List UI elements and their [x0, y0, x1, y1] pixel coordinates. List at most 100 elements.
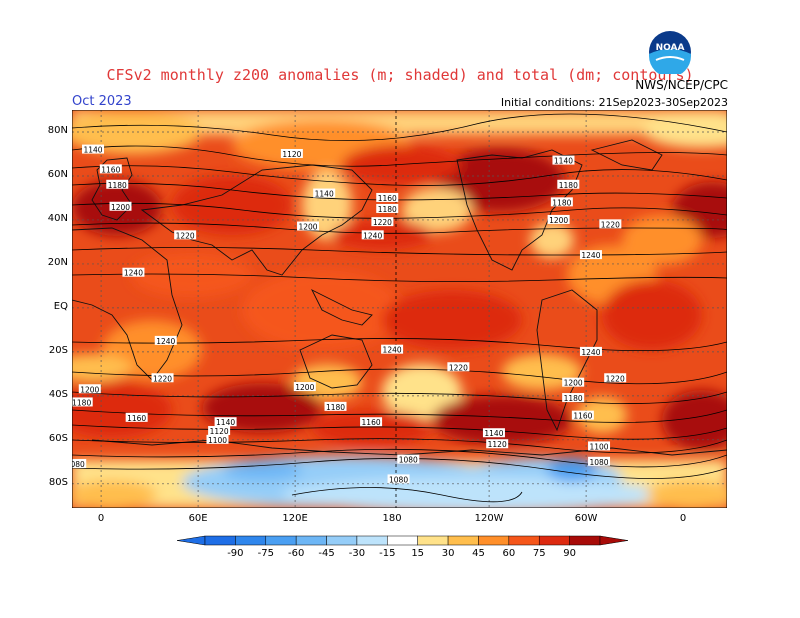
contour-label: 1100 — [588, 441, 611, 451]
contour-label: 1200 — [547, 214, 570, 225]
contour-label: 1200 — [562, 377, 585, 388]
colorbar-swatch — [356, 535, 388, 546]
contour-label: 1120 — [208, 426, 231, 436]
contour-label: 1240 — [579, 250, 602, 260]
contour-label-text: 1220 — [449, 363, 468, 372]
colorbar-swatch — [295, 535, 327, 546]
contour-label-text: 1120 — [488, 440, 507, 449]
contour-label-text: 1220 — [601, 220, 620, 229]
contour-label-text: 1140 — [216, 418, 235, 427]
contour-label: 1180 — [550, 197, 573, 207]
contour-label: 1220 — [604, 373, 627, 383]
contour-label-text: 1140 — [83, 146, 102, 155]
contour-label-text: 1140 — [554, 157, 573, 166]
colorbar-tick-label: 45 — [472, 548, 485, 559]
contour-label: 1120 — [486, 439, 509, 449]
contour-label: 1240 — [579, 346, 602, 357]
noaa-logo: NOAA — [649, 31, 691, 74]
latitude-tick-label: 60N — [47, 168, 68, 180]
contour-label-text: 1160 — [101, 165, 120, 174]
latitude-tick-label: 20N — [47, 256, 68, 268]
colorbar-tick-label: -75 — [258, 548, 274, 559]
contour-label: 1180 — [324, 401, 347, 412]
contour-label-text: 1180 — [72, 398, 91, 407]
contour-label-text: 1240 — [581, 348, 600, 357]
contour-label: 1220 — [151, 373, 174, 383]
contour-label: 1220 — [447, 362, 470, 372]
contour-label: 1080 — [397, 454, 420, 465]
colorbar-tick-label: -90 — [227, 548, 243, 559]
colorbar-swatch — [478, 535, 510, 546]
longitude-tick-label: 0 — [679, 513, 687, 524]
latitude-tick-label: 40S — [48, 388, 68, 400]
colorbar-tick-label: -45 — [318, 548, 334, 559]
colorbar-swatch — [387, 535, 418, 546]
contour-label-text: 1140 — [315, 190, 334, 199]
colorbar-low-arrow — [176, 535, 206, 546]
contour-label-text: 1080 — [389, 475, 408, 484]
colorbar-tick-label: -60 — [288, 548, 304, 559]
contour-label: 1140 — [82, 144, 105, 155]
contour-label-text: 1240 — [383, 346, 402, 355]
colorbar-swatch — [265, 535, 297, 546]
longitude-tick-label: 0 — [97, 513, 105, 524]
longitude-tick-label: 120W — [474, 513, 504, 524]
contour-label: 1180 — [376, 203, 399, 214]
agency-label: NWS/NCEP/CPC — [635, 78, 728, 92]
contour-label-text: 1240 — [156, 337, 175, 346]
contour-label: 1180 — [557, 179, 580, 190]
contour-label-text: 1160 — [378, 194, 397, 203]
contour-label-text: 1180 — [108, 181, 127, 190]
contour-label: 1080 — [588, 456, 611, 467]
contour-label-text: 1080 — [399, 456, 418, 465]
contour-label-text: 1180 — [378, 205, 397, 214]
contour-label: 1080 — [72, 459, 87, 469]
longitude-tick-label: 120E — [282, 513, 308, 524]
contour-label: 1080 — [387, 474, 410, 484]
contour-label: 1200 — [109, 201, 132, 212]
contour-label: 1180 — [106, 179, 129, 190]
contour-label: 1240 — [381, 344, 404, 355]
contour-label: 1160 — [376, 192, 399, 203]
initial-conditions: Initial conditions: 21Sep2023-30Sep2023 — [500, 96, 728, 109]
colorbar-swatch — [417, 535, 449, 546]
contour-label-text: 1100 — [208, 436, 227, 445]
latitude-tick-label: 80N — [47, 124, 68, 136]
colorbar-swatch — [538, 535, 570, 546]
contour-label-text: 1240 — [363, 231, 382, 240]
colorbar-tick-label: 75 — [533, 548, 546, 559]
contour-label: 1240 — [122, 267, 145, 278]
latitude-tick-label: 40N — [47, 212, 68, 224]
contour-label: 1240 — [154, 335, 177, 346]
contour-label: 1100 — [206, 434, 229, 445]
contour-label: 1140 — [552, 155, 575, 166]
colorbar-swatch — [204, 535, 236, 546]
colorbar-high-arrow — [599, 535, 629, 546]
latitude-tick-label: 20S — [48, 344, 68, 356]
contour-label: 1120 — [280, 148, 303, 159]
contour-label: 1200 — [78, 384, 101, 394]
contour-label-text: 1180 — [552, 198, 571, 207]
colorbar-tick-label: -30 — [349, 548, 365, 559]
contour-label-text: 1240 — [124, 269, 143, 278]
colorbar-tick-label: 90 — [563, 548, 576, 559]
colorbar-swatch — [235, 535, 267, 546]
contour-label-text: 1160 — [362, 418, 381, 427]
contour-label: 1160 — [360, 417, 383, 427]
contour-label: 1220 — [599, 219, 622, 229]
contour-label-text: 1180 — [559, 181, 578, 190]
contour-label-text: 1180 — [326, 403, 345, 412]
contour-label-text: 1200 — [549, 216, 568, 225]
contour-label-text: 1160 — [127, 414, 146, 423]
contour-label-text: 1080 — [589, 458, 608, 467]
latitude-tick-label: 60S — [48, 432, 68, 444]
contour-label: 1220 — [371, 217, 394, 227]
contour-label: 1180 — [562, 393, 585, 403]
contour-label-text: 1080 — [72, 460, 85, 469]
colorbar-swatch — [569, 535, 601, 546]
contour-label: 1180 — [72, 397, 93, 407]
latitude-tick-label: 80S — [48, 476, 68, 488]
noaa-logo-text: NOAA — [656, 43, 685, 53]
